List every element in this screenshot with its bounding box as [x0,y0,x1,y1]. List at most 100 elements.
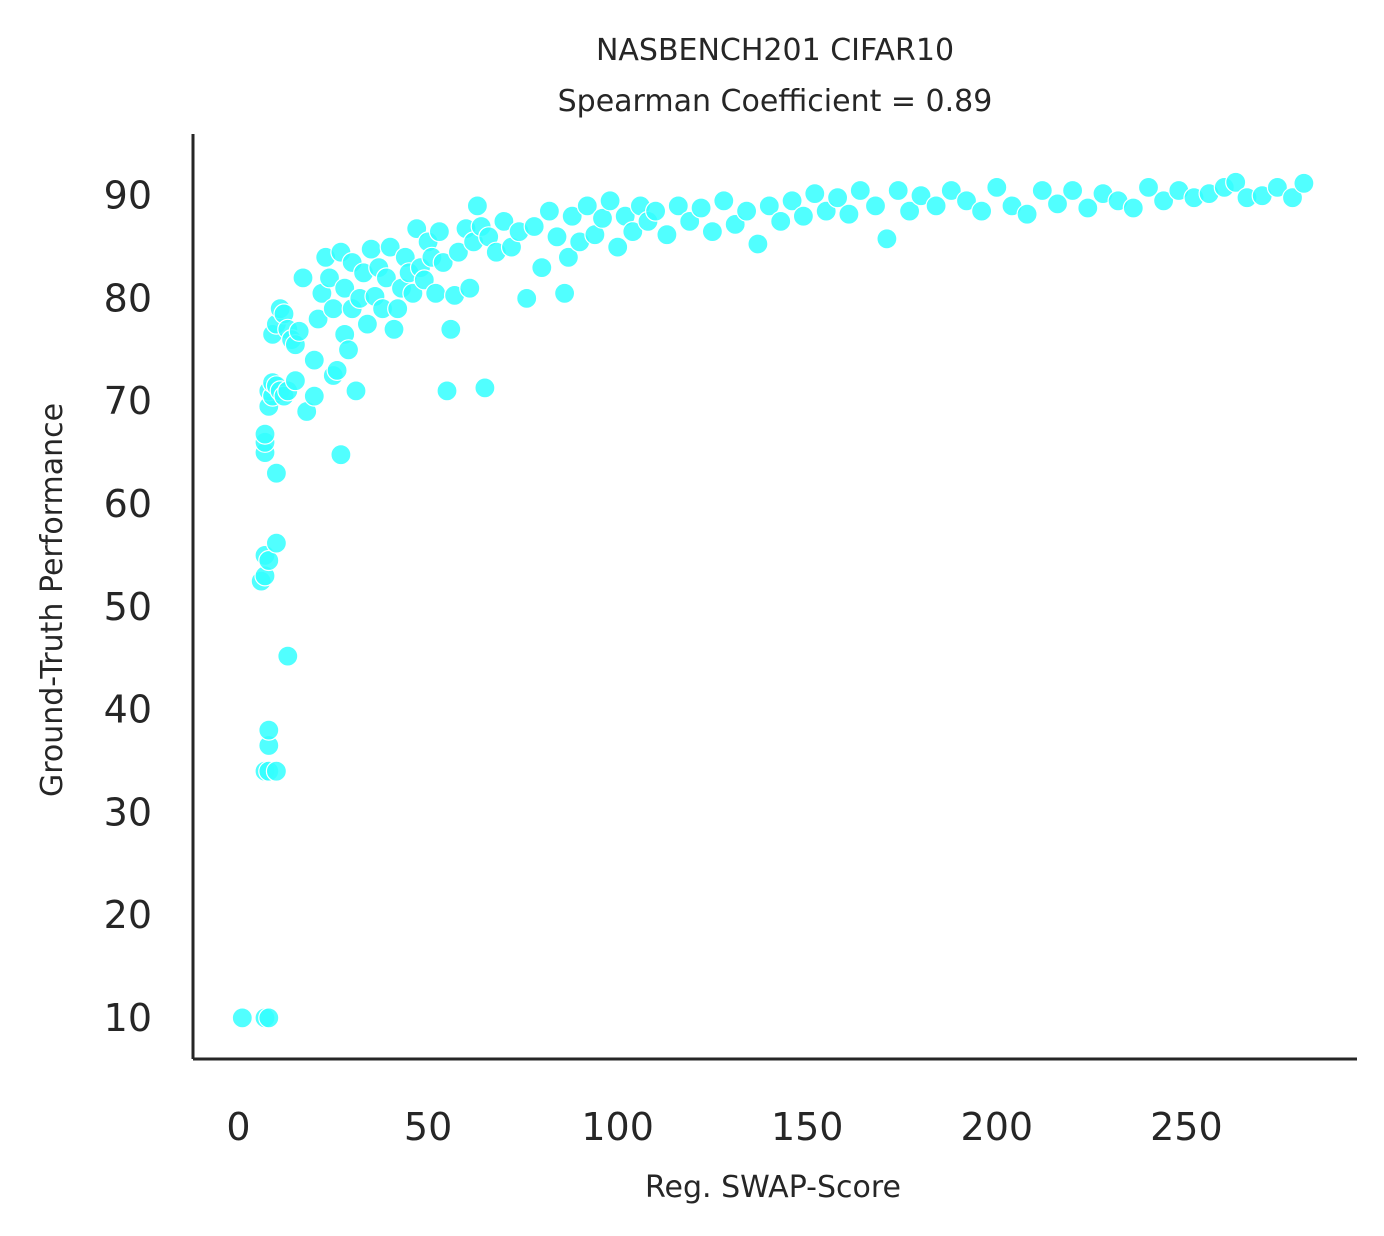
data-point [360,238,382,260]
y-axis-label: Ground-Truth Performance [35,403,70,797]
data-point [838,203,860,225]
data-point [379,236,401,258]
data-point [254,423,276,445]
data-point [356,313,378,335]
data-point [531,257,553,279]
x-tick-label: 150 [771,1105,844,1149]
chart-subtitle: Spearman Coefficient = 0.89 [558,84,993,119]
data-point [383,318,405,340]
data-point [387,298,409,320]
data-point [436,380,458,402]
data-point [516,287,538,309]
data-point [284,370,306,392]
data-point [265,760,287,782]
y-tick-label: 60 [104,482,152,526]
data-point [265,462,287,484]
x-tick-label: 50 [404,1105,452,1149]
data-point [1152,190,1175,212]
data-point [307,308,329,330]
data-point [747,233,769,255]
data-point [986,176,1008,198]
data-point [1016,203,1038,225]
data-point [553,282,576,304]
data-point [265,532,287,554]
data-point [591,207,614,229]
data-point [1281,187,1304,209]
data-point [1122,197,1144,219]
data-point [561,205,583,227]
data-point [644,200,667,222]
data-point [557,246,580,268]
data-point [1137,176,1160,198]
data-point [326,359,348,381]
data-point [231,1007,253,1029]
y-tick-label: 50 [104,585,152,629]
data-point [910,185,932,207]
data-point [781,190,803,212]
data-point [546,226,568,248]
data-point [1061,179,1084,202]
y-tick-label: 30 [104,790,152,834]
data-point [955,190,978,212]
data-point [303,349,325,371]
data-point [459,277,481,299]
data-point [334,277,356,299]
data-point [440,318,462,340]
data-point [607,236,629,258]
data-point [864,195,887,217]
x-ticks: 0 50 100 150 200 250 [226,1105,1223,1149]
data-point [428,221,450,243]
data-point [887,179,909,202]
x-tick-label: 0 [226,1105,250,1149]
data-point [425,282,447,304]
data-point [277,645,299,667]
data-point [432,251,454,274]
data-point [292,267,314,289]
data-point [258,1007,280,1029]
data-point [1031,179,1053,202]
data-point [599,190,621,212]
data-point [849,179,871,202]
data-point [303,385,325,407]
data-point [493,210,515,232]
y-tick-label: 70 [104,379,152,423]
data-point [330,444,352,466]
y-tick-label: 90 [104,174,152,218]
data-point [826,187,849,209]
data-point [940,179,962,202]
points-layer [231,171,1315,1029]
x-tick-label: 250 [1150,1105,1223,1149]
data-point [523,215,545,238]
data-point [538,200,561,222]
data-point [690,197,712,219]
data-point [701,221,724,243]
data-point [322,298,344,320]
data-point [735,200,758,222]
data-point [258,719,280,741]
data-point [474,377,496,399]
data-point [258,549,280,572]
data-point [713,190,735,212]
data-point [466,195,488,217]
data-point [758,195,780,217]
data-point [1266,176,1289,198]
y-ticks: 10 20 30 40 50 60 70 80 90 [104,174,152,1040]
data-point [622,221,644,243]
data-point [656,224,678,246]
data-point [375,267,397,289]
data-point [1225,171,1247,193]
data-point [970,200,993,222]
data-point [667,195,689,217]
y-tick-label: 10 [104,996,152,1040]
chart-title: NASBENCH201 CIFAR10 [596,33,954,68]
y-tick-label: 20 [104,893,152,937]
data-point [447,241,469,263]
data-point [288,320,310,342]
data-point [1293,172,1315,194]
data-point [318,267,341,289]
data-point [804,183,826,205]
data-point [1077,197,1099,219]
data-point [337,339,360,361]
data-point [770,210,792,232]
